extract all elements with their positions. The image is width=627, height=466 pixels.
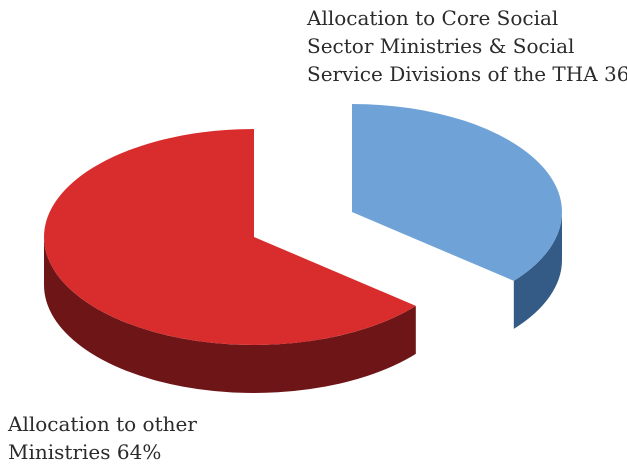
pie-slice-core-social-side bbox=[513, 212, 562, 329]
slice-label-core-social-line-3: Service Divisions of the THA 36% bbox=[307, 62, 627, 86]
pie-slice-other-ministries-side bbox=[44, 237, 416, 393]
slice-label-other-ministries-line-2: Ministries 64% bbox=[8, 440, 162, 464]
pie-slice-core-social-top bbox=[352, 104, 562, 281]
slice-label-core-social: Allocation to Core Social Sector Ministr… bbox=[307, 4, 627, 88]
slice-label-other-ministries-line-1: Allocation to other bbox=[8, 412, 197, 436]
slice-label-core-social-line-2: Sector Ministries & Social bbox=[307, 34, 575, 58]
slice-label-core-social-line-1: Allocation to Core Social bbox=[307, 6, 559, 30]
pie-slice-other-ministries-top bbox=[43, 129, 416, 346]
slice-label-other-ministries: Allocation to other Ministries 64% bbox=[8, 410, 197, 466]
